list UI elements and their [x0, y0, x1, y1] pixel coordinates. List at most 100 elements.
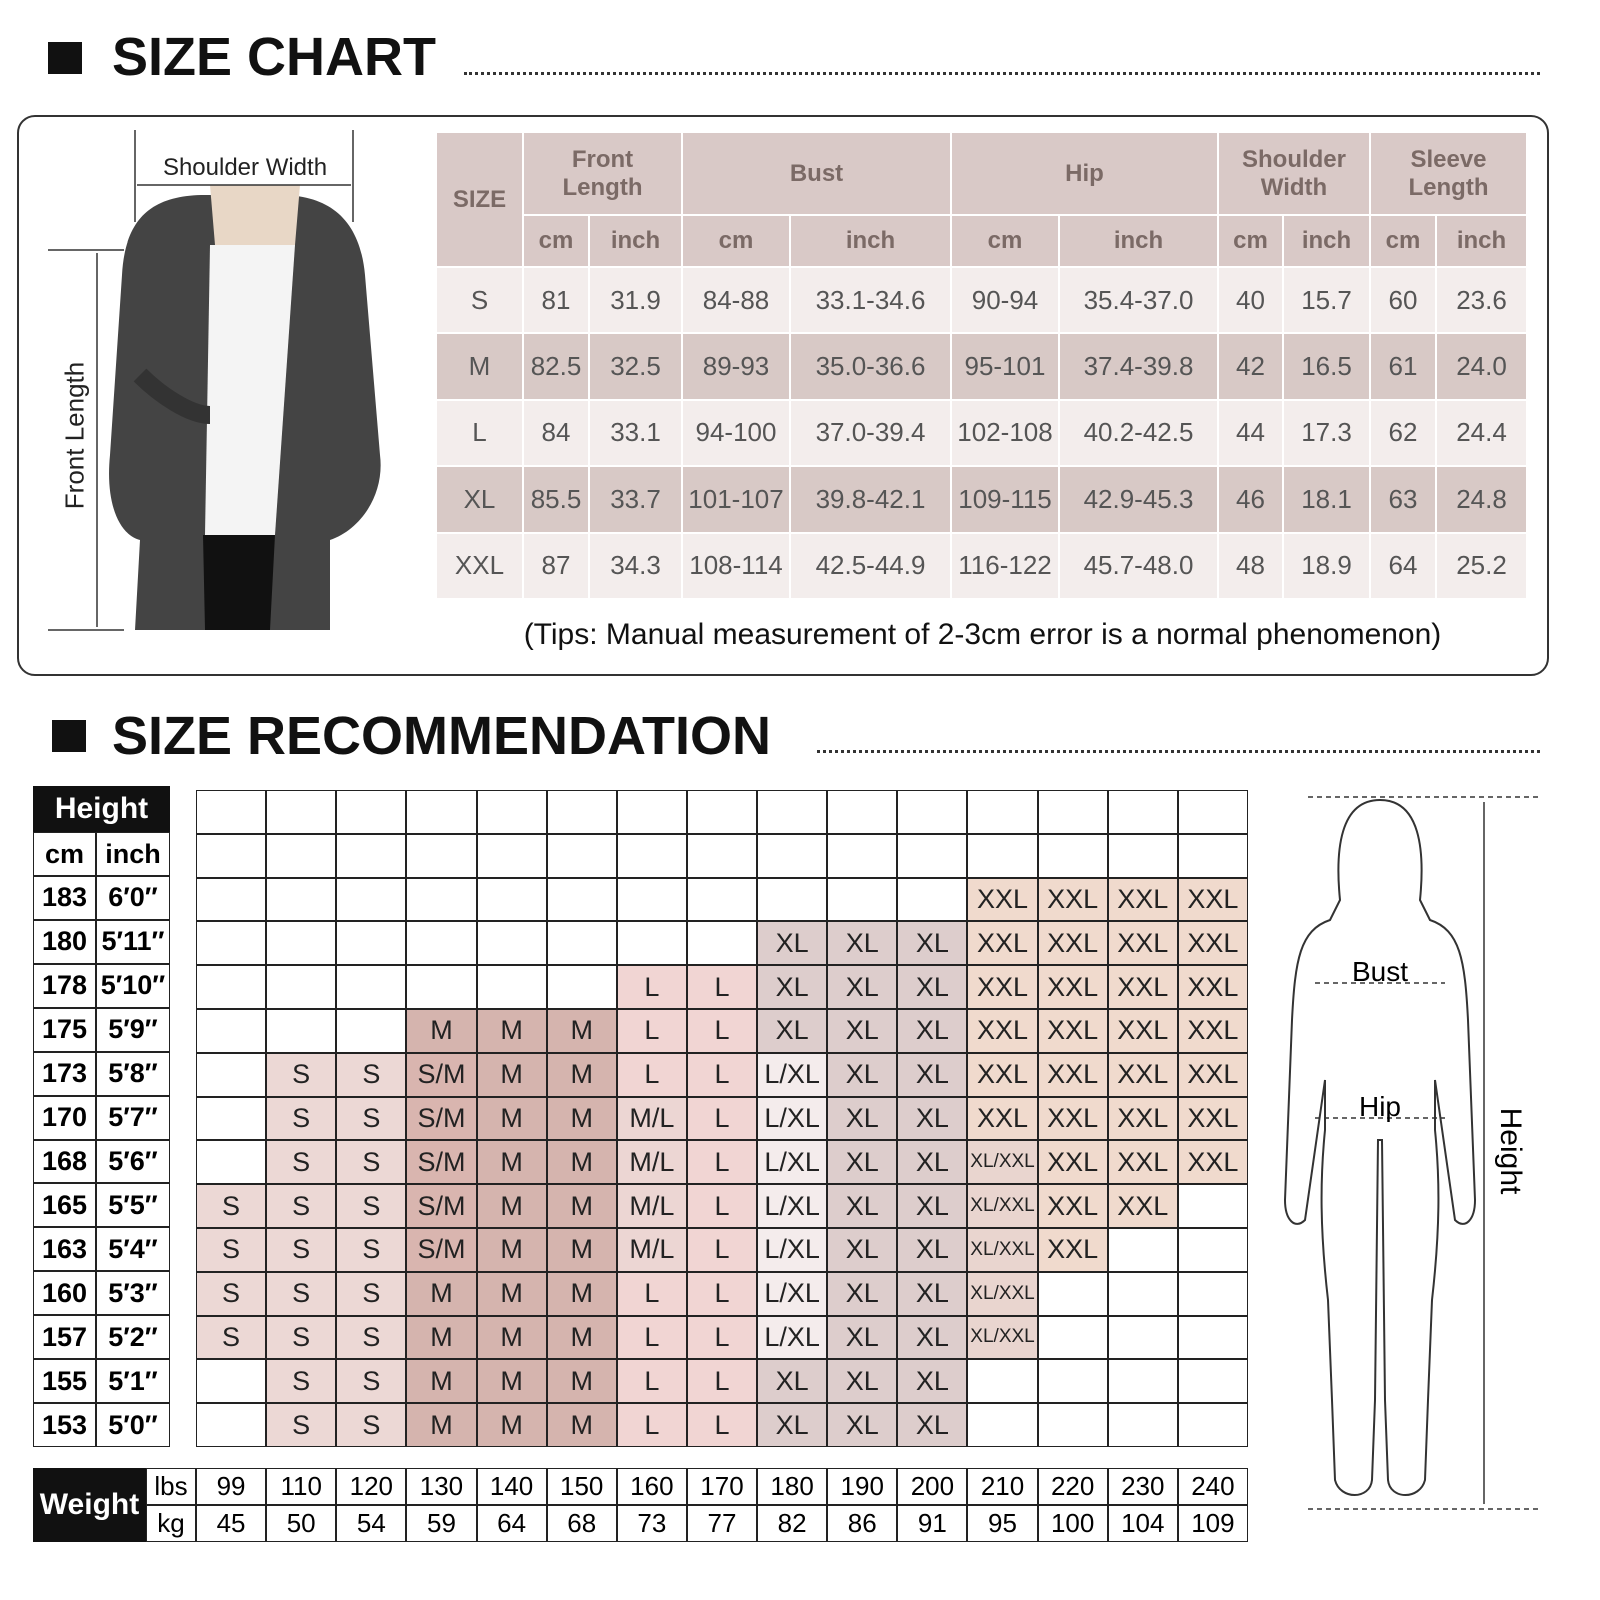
grid-cell: XL — [897, 1140, 968, 1185]
grid-cell: S — [266, 1359, 337, 1404]
grid-cell — [967, 1359, 1038, 1404]
height-unit: inch — [96, 832, 170, 876]
grid-cell: L — [616, 965, 687, 1009]
grid-cell: XL — [897, 1359, 968, 1404]
shirt — [205, 245, 295, 535]
grid-cell: M — [406, 1403, 477, 1447]
grid-cell — [1107, 1359, 1178, 1404]
height-value: 5′10″ — [96, 963, 170, 1008]
grid-cell: S — [266, 1403, 337, 1447]
grid-cell — [686, 877, 758, 922]
height-value: 180 — [33, 919, 96, 964]
height-value: 170 — [33, 1095, 96, 1140]
grid-cell — [196, 1052, 267, 1097]
weight-unit: kg — [146, 1505, 196, 1542]
measure-label: Front Length — [59, 361, 90, 510]
grid-cell: M — [406, 1009, 477, 1053]
grid-cell: XL — [827, 1271, 898, 1316]
grid-cell — [196, 1359, 267, 1404]
grid-cell — [1177, 1228, 1248, 1272]
grid-cell: XXL — [1037, 921, 1108, 966]
grid-cell: XXL — [1037, 965, 1108, 1009]
grid-cell: XXL — [1177, 965, 1248, 1009]
chart-frame — [17, 115, 1549, 676]
height-value: 5′7″ — [96, 1095, 170, 1140]
grid-cell: XL — [827, 921, 898, 966]
grid-cell — [897, 833, 968, 878]
grid-cell: S/M — [406, 1096, 477, 1141]
weight-value: 180 — [757, 1468, 828, 1505]
grid-cell: XL — [827, 1315, 898, 1360]
table-cell: 85.5 — [523, 466, 589, 533]
grid-cell: L — [686, 1271, 758, 1316]
grid-cell: L — [616, 1271, 687, 1316]
grid-cell: XL — [897, 921, 968, 966]
table-cell: 25.2 — [1436, 532, 1527, 599]
weight-value: 140 — [476, 1468, 547, 1505]
table-cell: 23.6 — [1436, 267, 1527, 334]
grid-cell: XXL — [967, 965, 1038, 1009]
weight-value: 64 — [476, 1505, 547, 1542]
grid-cell — [1177, 1184, 1248, 1228]
weight-value: 120 — [336, 1468, 407, 1505]
grid-cell: S — [336, 1228, 407, 1272]
grid-cell: M/L — [616, 1184, 687, 1228]
bullet — [52, 720, 86, 752]
height-value: 5′3″ — [96, 1271, 170, 1316]
table-cell: 102-108 — [951, 399, 1059, 467]
table-cell: 32.5 — [589, 333, 682, 400]
table-header: cm — [951, 215, 1059, 267]
grid-cell — [1037, 833, 1108, 878]
grid-cell: L/XL — [757, 1140, 828, 1185]
grid-cell — [616, 877, 687, 922]
grid-cell: L — [686, 1403, 758, 1447]
grid-cell: XL — [827, 1184, 898, 1228]
table-cell: 89-93 — [682, 333, 790, 400]
table-cell: 101-107 — [682, 466, 790, 533]
weight-value: 130 — [406, 1468, 477, 1505]
grid-cell: L — [686, 1140, 758, 1185]
grid-cell: L — [616, 1052, 687, 1097]
grid-cell — [476, 877, 547, 922]
grid-cell: XXL — [967, 921, 1038, 966]
grid-cell: XL/XXL — [967, 1271, 1038, 1316]
grid-cell — [196, 790, 267, 834]
grid-cell: L — [686, 1359, 758, 1404]
height-value: 163 — [33, 1227, 96, 1272]
grid-cell: S — [196, 1271, 267, 1316]
grid-cell — [406, 790, 477, 834]
weight-value: 82 — [757, 1505, 828, 1542]
grid-cell: XXL — [1177, 921, 1248, 966]
grid-cell: XL/XXL — [967, 1315, 1038, 1360]
grid-cell — [476, 921, 547, 966]
grid-cell: S — [266, 1052, 337, 1097]
body-label: Bust — [1351, 956, 1409, 987]
table-cell: XXL — [436, 532, 523, 599]
grid-cell — [546, 790, 617, 834]
grid-cell: S — [336, 1315, 407, 1360]
table-cell: 40.2-42.5 — [1059, 399, 1218, 467]
table-header: inch — [1059, 215, 1218, 267]
grid-cell — [336, 833, 407, 878]
grid-cell — [336, 965, 407, 1009]
table-cell: 87 — [523, 532, 589, 599]
grid-cell: XL — [827, 1228, 898, 1272]
height-value: 5′2″ — [96, 1315, 170, 1360]
grid-cell: M — [476, 1140, 547, 1185]
bullet — [48, 42, 82, 74]
weight-value: 68 — [546, 1505, 617, 1542]
grid-cell — [686, 921, 758, 966]
grid-cell: XL — [757, 1009, 828, 1053]
grid-cell — [196, 1403, 267, 1447]
weight-value: 230 — [1107, 1468, 1178, 1505]
grid-cell: M — [546, 1228, 617, 1272]
grid-cell — [266, 877, 337, 922]
grid-cell — [546, 833, 617, 878]
grid-cell: XXL — [1107, 1140, 1178, 1185]
weight-value: 77 — [686, 1505, 758, 1542]
grid-cell: XL/XXL — [967, 1140, 1038, 1185]
table-cell: 35.0-36.6 — [790, 333, 951, 400]
table-header: Front Length — [523, 132, 682, 215]
grid-cell — [196, 833, 267, 878]
grid-cell: M — [546, 1009, 617, 1053]
